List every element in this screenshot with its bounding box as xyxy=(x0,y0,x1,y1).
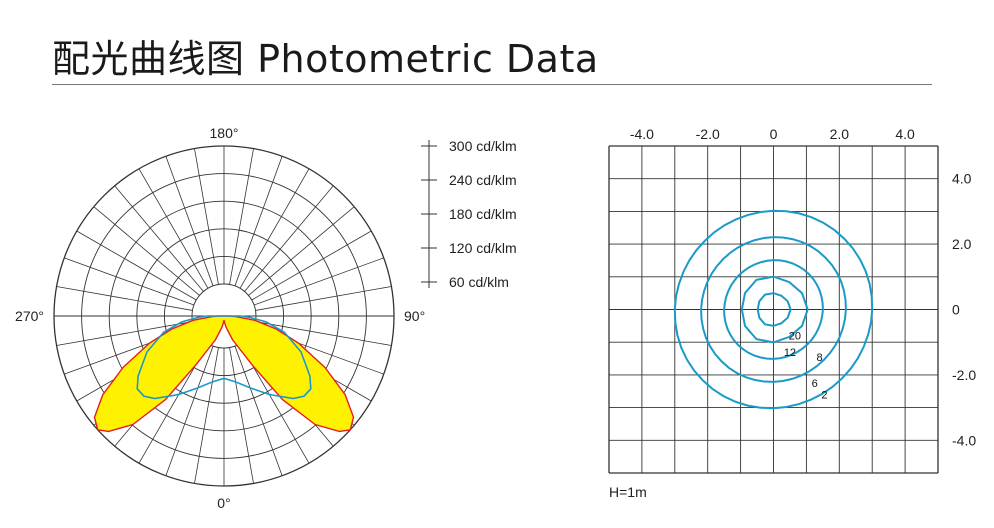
polar-spoke xyxy=(64,257,195,306)
polar-spoke xyxy=(229,347,254,484)
polar-spoke xyxy=(56,321,193,346)
polar-spoke xyxy=(165,345,214,476)
polar-spoke xyxy=(234,345,283,476)
polar-spoke xyxy=(138,168,209,289)
page-title: 配光曲线图 Photometric Data xyxy=(52,37,599,81)
x-tick-label: 0 xyxy=(770,126,778,142)
contour-level-label: 2 xyxy=(821,390,827,402)
polar-spoke xyxy=(244,185,334,292)
radial-scale: 300 cd/klm 240 cd/klm 180 cd/klm 120 cd/klm… xyxy=(421,138,517,290)
isolux-contour xyxy=(723,259,824,360)
polar-spoke xyxy=(255,321,392,346)
scale-label: 60 cd/klm xyxy=(449,274,509,290)
polar-spoke xyxy=(56,286,193,311)
scale-label: 240 cd/klm xyxy=(449,172,517,188)
polar-diagram: 180° 0° 270° 90° xyxy=(15,125,425,511)
y-tick-label: 4.0 xyxy=(952,171,972,187)
contour-level-label: 20 xyxy=(789,331,801,343)
light-distribution-curve-secondary xyxy=(136,315,312,400)
y-tick-label: 2.0 xyxy=(952,236,972,252)
scale-label: 180 cd/klm xyxy=(449,206,517,222)
angle-label-270: 270° xyxy=(15,308,44,324)
y-tick-label: -4.0 xyxy=(952,432,976,448)
scale-label: 120 cd/klm xyxy=(449,240,517,256)
light-distribution-curve-primary xyxy=(93,315,355,433)
polar-spoke xyxy=(248,206,355,296)
contour-level-label: 6 xyxy=(812,378,818,390)
contour-level-label: 12 xyxy=(784,347,796,359)
polar-spoke xyxy=(234,156,283,287)
isolux-contour xyxy=(756,292,792,327)
polar-spoke xyxy=(229,148,254,285)
scale-label: 300 cd/klm xyxy=(449,138,517,154)
polar-spoke xyxy=(239,168,310,289)
polar-spoke xyxy=(251,230,372,301)
polar-spoke xyxy=(165,156,214,287)
angle-label-90: 90° xyxy=(404,308,425,324)
polar-spoke xyxy=(76,230,197,301)
polar-spoke xyxy=(194,148,219,285)
polar-spoke xyxy=(255,286,392,311)
isolux-contour xyxy=(700,236,847,383)
polar-spoke xyxy=(114,185,204,292)
x-tick-label: 4.0 xyxy=(895,126,915,142)
polar-spoke xyxy=(93,206,200,296)
title-divider xyxy=(52,84,932,85)
mounting-height-note: H=1m xyxy=(609,484,647,500)
y-tick-label: 0 xyxy=(952,302,960,318)
x-tick-label: -2.0 xyxy=(696,126,720,142)
x-tick-label: -4.0 xyxy=(630,126,654,142)
polar-spoke xyxy=(194,347,219,484)
angle-label-0: 0° xyxy=(217,495,230,511)
y-tick-label: -2.0 xyxy=(952,367,976,383)
isolux-grid: -4.0 -2.0 0 2.0 4.0 4.0 2.0 0 -2.0 -4.0 H=1m 26 8 12 2… xyxy=(608,126,976,500)
isolux-contour xyxy=(673,209,874,410)
isolux-contour xyxy=(740,275,809,344)
angle-label-180: 180° xyxy=(210,125,239,141)
contour-level-label: 8 xyxy=(816,352,822,364)
x-tick-label: 2.0 xyxy=(830,126,850,142)
polar-spoke xyxy=(253,257,384,306)
